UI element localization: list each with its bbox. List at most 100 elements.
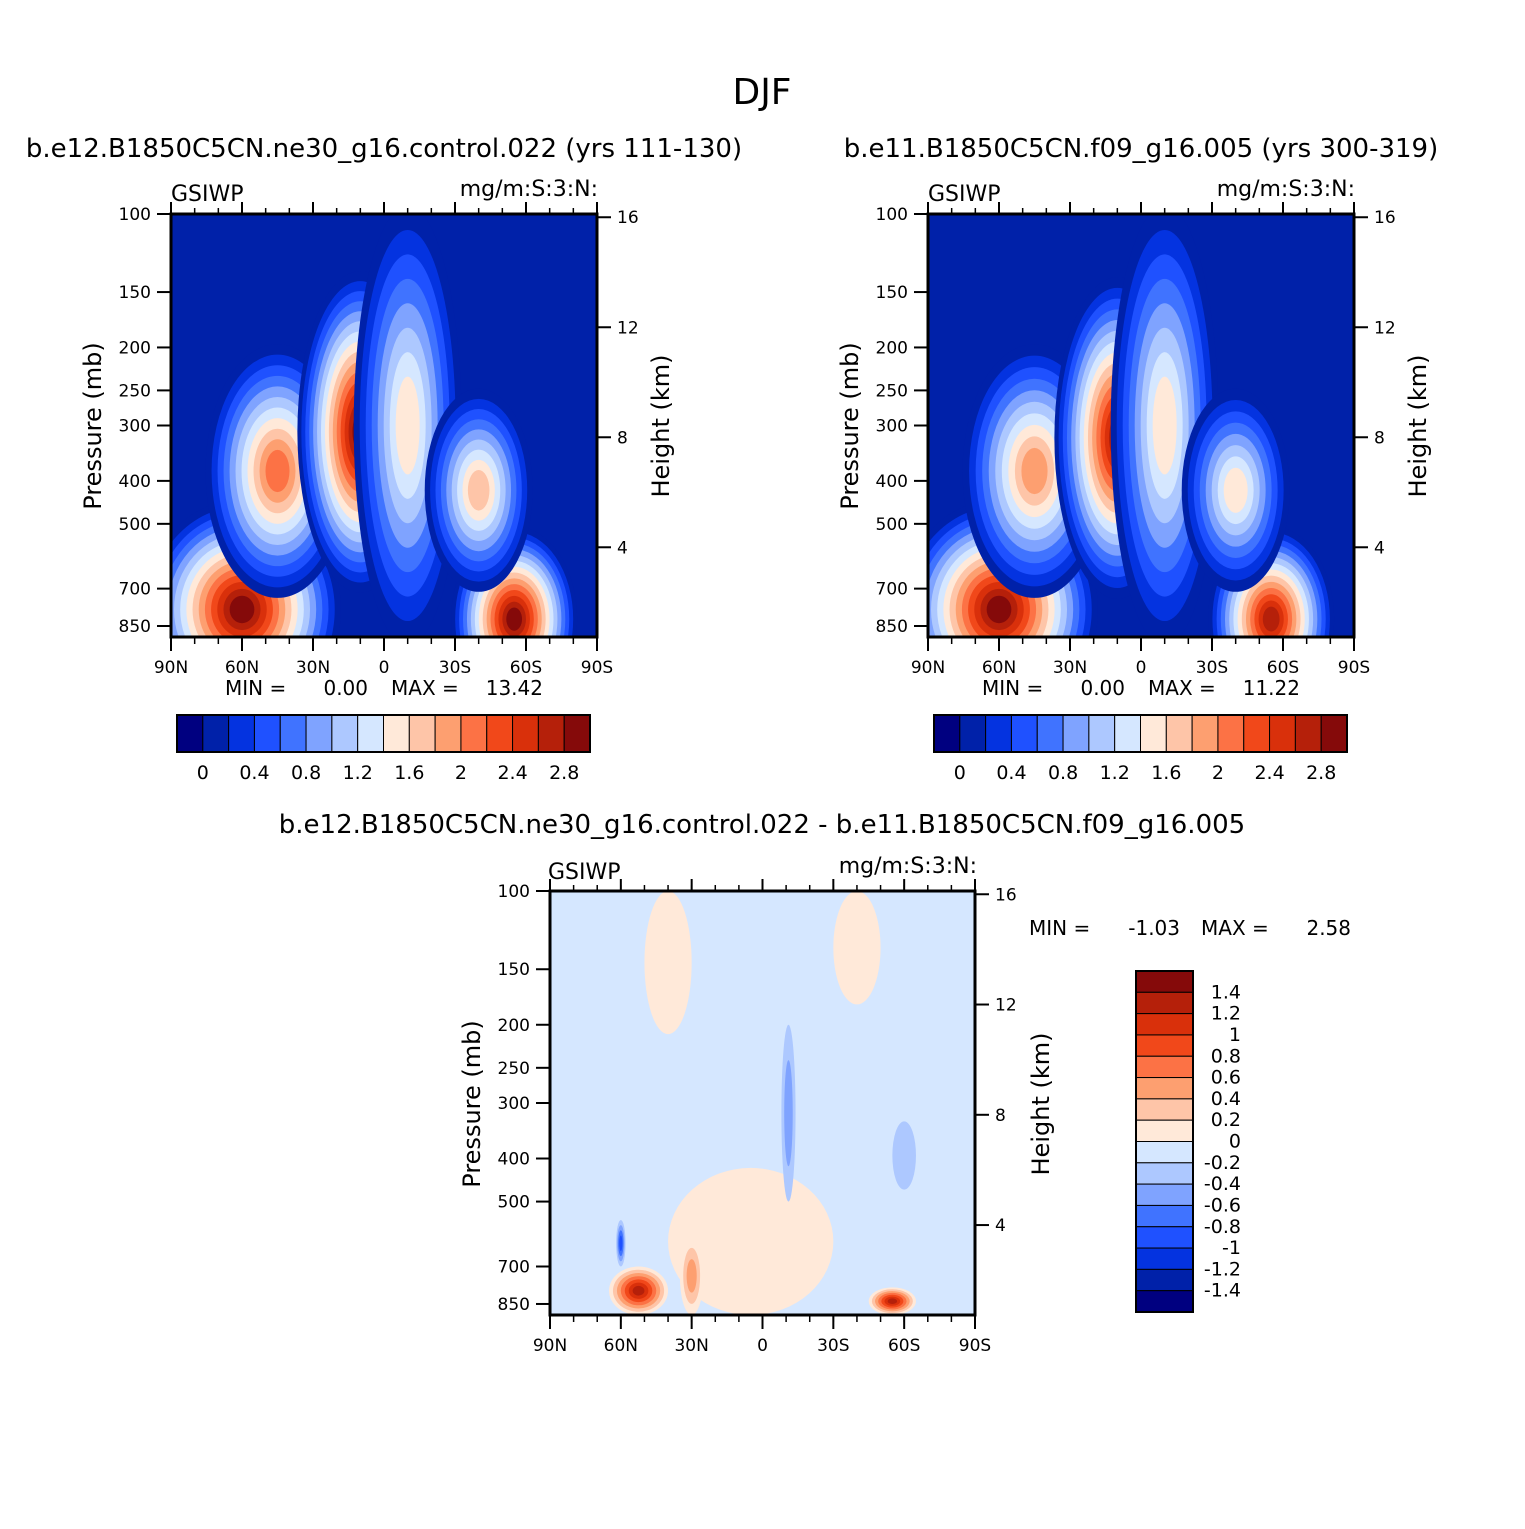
contour-level [668,1167,834,1315]
colorbar-label: 0.4 [996,762,1026,784]
x-tick-label: 30N [296,658,330,678]
contour-level [632,1285,645,1296]
y-tick-label: 850 [119,617,151,637]
colorbar-label: 1.2 [343,762,373,784]
colorbar-label: 0 [1229,1131,1241,1153]
field [550,891,975,1315]
x-tick-label: 60N [604,1336,638,1356]
colorbar-swatch [512,714,539,753]
colorbar-swatch [1135,1183,1194,1206]
colorbar-swatch [202,714,230,753]
panel-title: b.e12.B1850C5CN.ne30_g16.control.022 (yr… [26,134,742,164]
x-tick-label: 30S [817,1336,849,1356]
colorbar-label: 1.2 [1211,1003,1241,1025]
contour-level [229,595,255,624]
y-tick-label: 200 [119,338,151,358]
x-tick-label: 90N [911,658,945,678]
y-tick-label: 700 [498,1258,530,1278]
y-tick-label: 500 [498,1193,530,1213]
y-tick-label: 300 [119,417,151,437]
colorbar-label: 1 [1229,1024,1241,1046]
colorbar-label: 0.6 [1211,1067,1241,1089]
y-tick-label: 850 [498,1295,530,1315]
x-tick-label: 60S [1267,658,1299,678]
colorbar-swatch [1135,1268,1194,1292]
y-right-tick-label: 4 [995,1216,1006,1236]
colorbar-swatch [1191,714,1219,753]
x-tick-label: 60S [510,658,542,678]
y-tick-label: 700 [119,580,151,600]
max-label: MAX = [1148,676,1216,700]
contour-level [833,891,881,1005]
y-right-tick-label: 8 [1374,428,1385,448]
y-right-tick-label: 4 [1374,538,1385,558]
colorbar-label: 1.6 [394,762,424,784]
colorbar-label: 2 [455,762,467,784]
y-tick-label: 250 [119,381,151,401]
colorbar-swatch [563,714,591,753]
panel-title: b.e12.B1850C5CN.ne30_g16.control.022 - b… [279,810,1245,840]
colorbar-swatch [331,714,359,753]
colorbar-frame [176,714,591,753]
y-tick-label: 500 [876,515,908,535]
colorbar-swatch [1135,1290,1194,1313]
colorbar-label: 2.8 [549,762,579,784]
min-label: MIN = [982,676,1043,700]
x-tick-label: 90N [154,658,188,678]
colorbar-label: 2.8 [1306,762,1336,784]
colorbar-label: 0.4 [239,762,269,784]
contour-level [784,1060,793,1167]
y-right-tick-label: 16 [617,208,639,228]
colorbar-label: -1 [1222,1237,1241,1259]
x-tick-label: 60N [225,658,259,678]
units-label: mg/m:S:3:N: [839,854,977,879]
contour-level [395,376,420,475]
colorbar-swatch [434,714,462,753]
colorbar-swatch [357,714,384,753]
variable-label: GSIWP [548,860,621,885]
x-tick-label: 0 [1136,658,1147,678]
contour-level [619,1235,623,1251]
y-tick-label: 400 [876,472,908,492]
contour-level [506,607,523,631]
variable-label: GSIWP [171,182,244,207]
colorbar-swatch [1135,1098,1194,1121]
colorbar-swatch [1135,1204,1194,1228]
colorbar-swatch [1135,1226,1194,1249]
y-tick-label: 500 [119,515,151,535]
colorbar-swatch [1135,1034,1194,1057]
field [928,214,1354,637]
contour-level [1021,447,1048,495]
colorbar-swatch [228,714,255,753]
panel-reference: b.e11.B1850C5CN.f09_g16.005 (yrs 300-319… [836,134,1438,784]
colorbar-label: -1.4 [1204,1280,1241,1302]
colorbar-swatch [1269,714,1296,753]
y-right-tick-label: 16 [995,885,1017,905]
colorbar-swatch [1135,1077,1194,1100]
colorbar-swatch [1135,1141,1194,1164]
min-value: 0.00 [323,676,368,700]
contour-plot: 90N 60N 30N 0 30S 60S 90S 100 150 200 250 300 400 500… [119,202,639,678]
y-axis-right-label: Height (km) [1027,1033,1055,1176]
colorbar-label: 1.6 [1151,762,1181,784]
x-tick-label: 60S [888,1336,920,1356]
colorbar-label: 0.8 [1211,1045,1241,1067]
y-tick-label: 250 [498,1059,530,1079]
y-right-tick-label: 4 [617,538,628,558]
min-value: 0.00 [1080,676,1125,700]
colorbar-label: 0.8 [1048,762,1078,784]
colorbar-swatch [1165,714,1193,753]
y-tick-label: 850 [876,617,908,637]
colorbar-swatch [1135,1055,1194,1079]
colorbar-label: 0 [197,762,209,784]
colorbar-label: 1.2 [1100,762,1130,784]
y-tick-label: 300 [498,1094,530,1114]
y-tick-label: 400 [119,472,151,492]
x-tick-label: 60N [982,658,1016,678]
contour-level [467,469,490,511]
y-tick-label: 400 [498,1150,530,1170]
colorbar-swatch [933,714,961,753]
x-tick-label: 90S [959,1336,991,1356]
panel-difference: b.e12.B1850C5CN.ne30_g16.control.022 - b… [279,810,1351,1356]
